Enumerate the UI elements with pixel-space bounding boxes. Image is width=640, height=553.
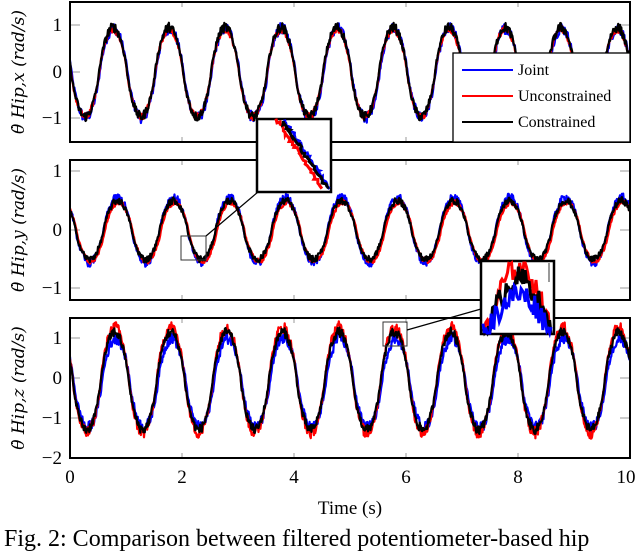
- x-tick-label: 0: [65, 467, 75, 488]
- legend-label-unconstrained: Unconstrained: [518, 88, 611, 105]
- series-constrained: [70, 326, 630, 435]
- axes-frame: [69, 317, 631, 459]
- ylabel-hip-z: θ̇ Hip,z (rad/s): [9, 326, 29, 449]
- ylabel-hip-y: θ̇ Hip,y (rad/s): [9, 168, 29, 292]
- y-tick-label: −2: [42, 448, 62, 469]
- x-tick-label: 8: [513, 467, 523, 488]
- y-tick-label: 0: [53, 368, 63, 389]
- y-tick-label: 1: [53, 328, 63, 349]
- inset-source-box-hip-z: [382, 321, 408, 347]
- x-tick-label: 2: [177, 467, 187, 488]
- legend-label-constrained: Constrained: [518, 114, 595, 131]
- inset-connector: [406, 308, 482, 331]
- y-tick-label: 0: [53, 220, 63, 241]
- y-tick-label: −1: [42, 408, 62, 429]
- x-tick-label: 10: [617, 467, 636, 488]
- inset-series: [280, 121, 330, 189]
- x-tick-label: 4: [289, 467, 299, 488]
- axes-frame: [69, 159, 631, 301]
- series-joint: [70, 331, 630, 435]
- x-tick-labels: 0 2 4 6 8 10: [65, 467, 635, 488]
- y-tick-label: −1: [42, 108, 62, 129]
- inset-connector: [205, 191, 259, 237]
- figure-caption: Fig. 2: Comparison between filtered pote…: [4, 526, 590, 552]
- series-unconstrained: [70, 198, 630, 265]
- inset-series: [274, 118, 324, 190]
- panel-hip-z: 1 0 −1 −2: [42, 317, 631, 469]
- legend-label-joint: Joint: [518, 62, 550, 79]
- series-constrained: [70, 196, 630, 264]
- inset-source-box-hip-y: [180, 235, 207, 261]
- y-tick-label: 1: [53, 15, 63, 36]
- y-tick-label: −1: [42, 278, 62, 299]
- ylabel-hip-x: θ̇ Hip,x (rad/s): [9, 10, 29, 134]
- legend-box: [452, 52, 631, 143]
- inset-series: [481, 281, 553, 339]
- panel-hip-y: 1 0 −1: [42, 159, 631, 301]
- legend: Joint Unconstrained Constrained: [452, 52, 631, 143]
- series-unconstrained: [70, 320, 630, 440]
- x-tick-label: 6: [401, 467, 411, 488]
- inset-magnified-hip-y: [255, 117, 333, 194]
- zoom-insets: [180, 117, 556, 347]
- x-axis-label: Time (s): [318, 498, 382, 519]
- y-tick-label: 1: [53, 161, 63, 182]
- y-tick-label: 0: [53, 62, 63, 83]
